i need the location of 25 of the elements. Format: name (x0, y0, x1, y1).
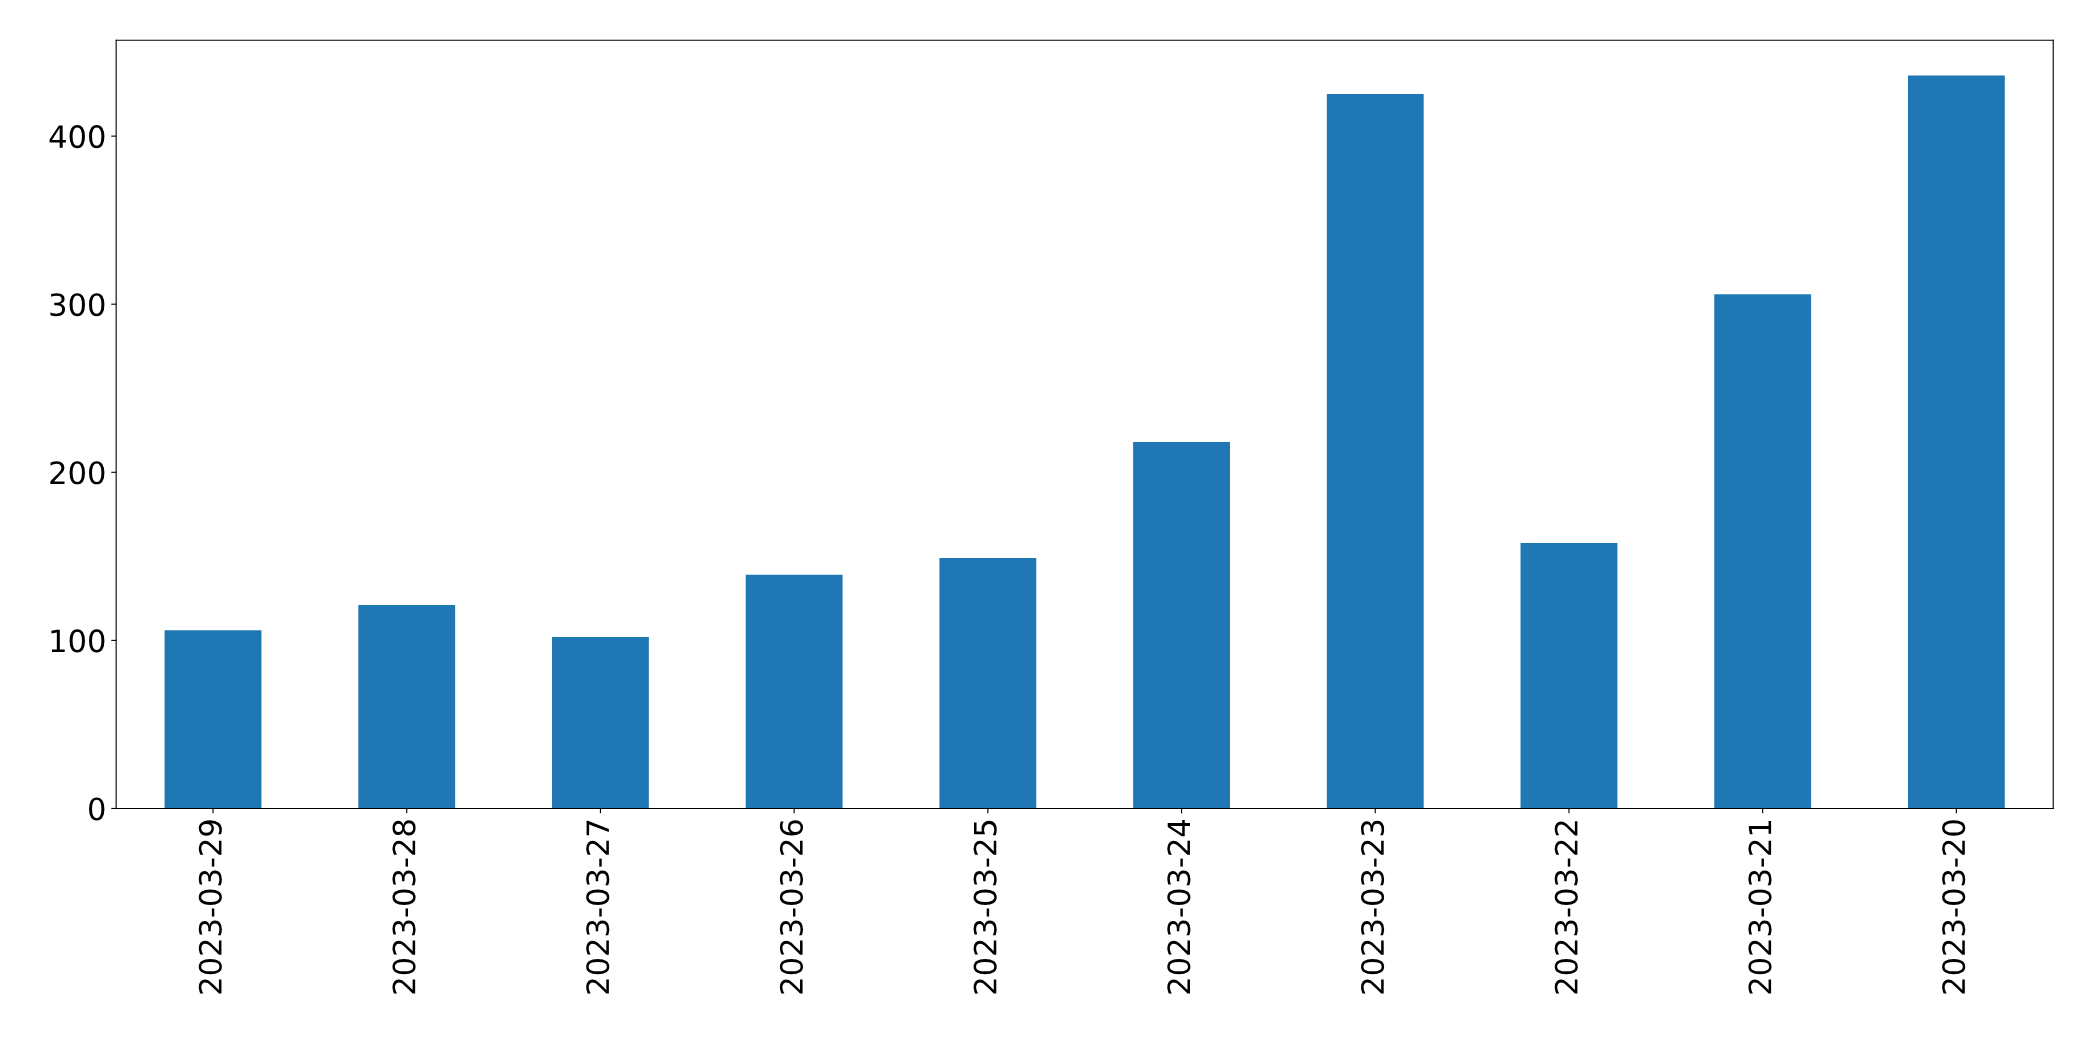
x-tick-label: 2023-03-25 (973, 820, 997, 994)
bar (164, 630, 262, 809)
bar (1714, 294, 1812, 809)
y-tick-label: 300 (50, 293, 105, 317)
x-tick-label: 2023-03-23 (1361, 820, 1385, 994)
bar (358, 605, 456, 809)
y-tick-label: 0 (89, 797, 105, 821)
bar (745, 574, 843, 809)
bar (552, 637, 649, 809)
x-tick-label: 2023-03-26 (779, 820, 803, 994)
x-tick-label: 2023-03-24 (1167, 819, 1191, 994)
x-tick-label: 2023-03-27 (586, 820, 610, 994)
y-tick-label: 100 (51, 629, 105, 653)
bar (1907, 75, 2005, 809)
y-tick-label: 400 (49, 125, 105, 149)
x-tick-label: 2023-03-21 (1748, 821, 1772, 994)
bar (1133, 442, 1230, 809)
x-tick-label: 2023-03-20 (1942, 820, 1966, 994)
x-tick-label: 2023-03-22 (1554, 821, 1578, 994)
y-tick-label: 200 (50, 461, 105, 485)
bar (939, 558, 1037, 809)
bar (1326, 94, 1424, 809)
x-tick-label: 2023-03-29 (198, 820, 222, 994)
x-tick-label: 2023-03-28 (392, 820, 416, 994)
bar (1520, 542, 1618, 809)
